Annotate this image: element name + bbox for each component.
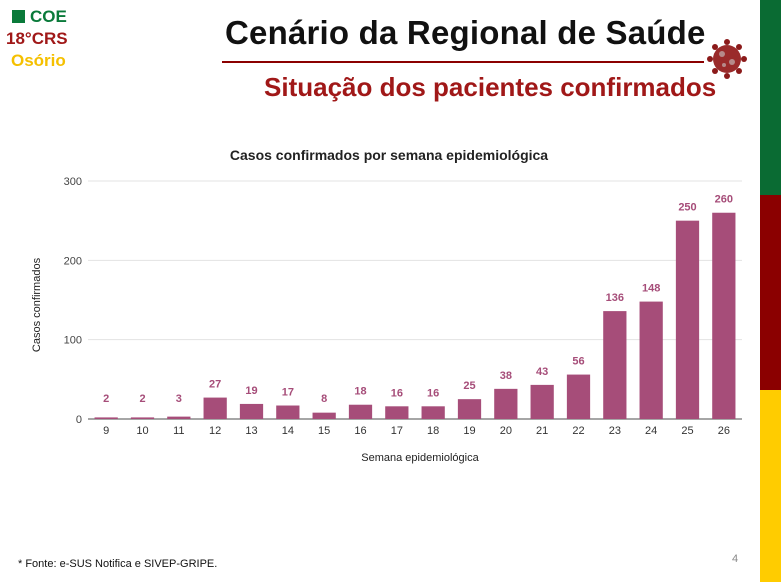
green-square-icon <box>12 10 25 23</box>
data-label: 16 <box>391 387 403 399</box>
x-tick-label: 22 <box>572 425 584 437</box>
page-subtitle: Situação dos pacientes confirmados <box>264 72 717 102</box>
chart-title: Casos confirmados por semana epidemiológ… <box>230 147 548 163</box>
data-label: 43 <box>536 366 548 378</box>
x-tick-label: 16 <box>354 425 366 437</box>
x-tick-label: 13 <box>245 425 257 437</box>
flag-stripe-yellow <box>760 390 781 582</box>
logo-city: Osório <box>11 51 66 70</box>
bar-week-17 <box>385 406 409 419</box>
bar-week-14 <box>276 405 300 419</box>
bar-week-22 <box>566 374 591 419</box>
logo-crs: 18°CRS <box>6 29 68 48</box>
data-label: 8 <box>321 393 327 405</box>
y-axis-label: Casos confirmados <box>31 257 43 352</box>
data-label: 18 <box>354 386 366 398</box>
data-label: 3 <box>176 393 182 405</box>
x-tick-label: 15 <box>318 425 330 437</box>
bar-week-25 <box>675 220 700 419</box>
x-tick-label: 24 <box>645 425 657 437</box>
bar-week-21 <box>530 384 554 419</box>
bar-week-11 <box>167 416 191 419</box>
bar-week-12 <box>203 397 227 419</box>
data-label: 56 <box>572 356 584 368</box>
data-label: 27 <box>209 379 221 391</box>
data-label: 260 <box>715 194 733 206</box>
data-label: 19 <box>245 385 257 397</box>
x-tick-label: 11 <box>173 425 184 437</box>
flag-stripe-red <box>760 195 781 390</box>
bar-week-19 <box>457 399 482 419</box>
x-tick-label: 26 <box>718 425 730 437</box>
data-label: 136 <box>606 292 624 304</box>
x-tick-label: 18 <box>427 425 439 437</box>
bar-week-10 <box>130 417 155 419</box>
page-number: 4 <box>732 553 739 565</box>
data-label: 2 <box>103 393 109 405</box>
bar-week-20 <box>494 388 518 419</box>
bar-week-26 <box>712 212 736 419</box>
y-tick-label: 0 <box>76 414 82 426</box>
coe-logo: COE 18°CRS Osório <box>6 6 68 72</box>
bar-week-13 <box>239 403 264 419</box>
bar-week-18 <box>421 406 445 419</box>
y-tick-label: 100 <box>64 335 82 347</box>
data-label: 250 <box>678 202 696 214</box>
bar-week-24 <box>639 301 663 419</box>
x-tick-label: 17 <box>391 425 403 437</box>
flag-stripe-green <box>760 0 781 195</box>
source-note: * Fonte: e-SUS Notifica e SIVEP-GRIPE. <box>18 558 218 570</box>
coronavirus-icon <box>707 39 747 79</box>
data-label: 16 <box>427 387 439 399</box>
bar-week-9 <box>94 417 118 419</box>
logo-coe: COE <box>30 7 67 26</box>
x-tick-label: 9 <box>103 425 109 437</box>
x-tick-label: 10 <box>136 425 148 437</box>
x-tick-label: 23 <box>609 425 621 437</box>
x-tick-label: 25 <box>681 425 693 437</box>
data-label: 25 <box>463 380 475 392</box>
x-tick-label: 12 <box>209 425 221 437</box>
bar-week-16 <box>348 404 373 419</box>
x-tick-label: 14 <box>282 425 294 437</box>
page-title: Cenário da Regional de Saúde <box>225 14 706 51</box>
bar-week-15 <box>312 412 336 419</box>
data-label: 2 <box>139 393 145 405</box>
data-label: 148 <box>642 283 660 295</box>
data-label: 38 <box>500 370 512 382</box>
x-axis-label: Semana epidemiológica <box>361 452 479 464</box>
x-tick-label: 21 <box>536 425 548 437</box>
x-tick-label: 20 <box>500 425 512 437</box>
y-tick-label: 200 <box>64 255 82 267</box>
x-tick-label: 19 <box>463 425 475 437</box>
title-underline <box>222 61 704 63</box>
data-label: 17 <box>282 387 294 399</box>
y-tick-label: 300 <box>64 176 82 188</box>
bar-week-23 <box>603 311 627 419</box>
